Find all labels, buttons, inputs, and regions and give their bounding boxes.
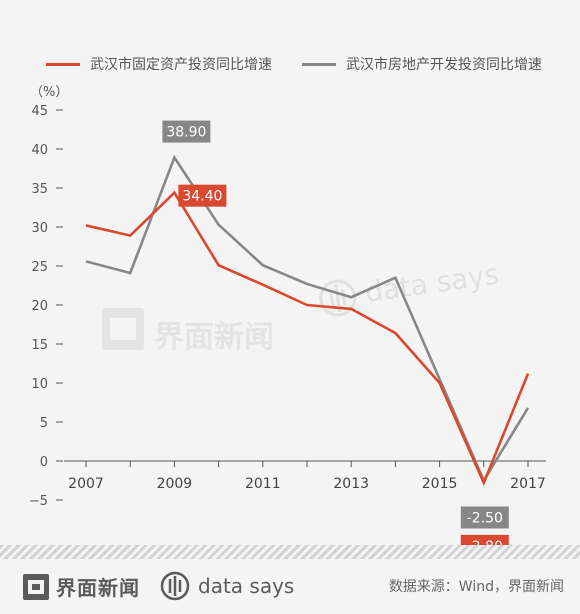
- data-label: -2.50: [460, 506, 509, 529]
- annotations: 38.90 34.40 -2.50 -2.80: [162, 120, 509, 545]
- data-label-text: -2.80: [467, 539, 503, 545]
- y-axis: −5 0 5 10 15 20 25 30 35 40 45: [29, 104, 63, 509]
- series-line-2: [85, 154, 530, 484]
- data-label-box: [178, 184, 227, 207]
- y-tick-label: 30: [31, 221, 48, 236]
- x-axis: 2007 2009 2011 2013 2015 2017: [64, 460, 546, 492]
- series-line-1: [85, 190, 530, 487]
- footer-divider: [0, 545, 580, 559]
- data-label-text: -2.50: [467, 511, 503, 527]
- data-label-box: [460, 506, 509, 529]
- series-lines: [85, 154, 530, 487]
- y-tick-label: 10: [31, 377, 48, 392]
- x-tick-label: 2007: [68, 476, 104, 492]
- jiemian-logo-icon: [23, 573, 49, 600]
- data-label-text: 38.90: [166, 125, 206, 141]
- y-tick-label: 5: [40, 416, 48, 431]
- legend-label-series1: 武汉市固定资产投资同比增速: [90, 57, 272, 73]
- data-label: 34.40: [178, 184, 227, 207]
- legend-swatch-series2: [302, 62, 336, 66]
- datasays-logo-icon: [160, 571, 190, 601]
- legend-item-series1: 武汉市固定资产投资同比增速: [46, 54, 272, 74]
- y-tick-label: 15: [31, 338, 48, 353]
- data-label: 38.90: [162, 120, 211, 143]
- y-tick-label: 0: [40, 455, 48, 470]
- chart-legend: 武汉市固定资产投资同比增速 武汉市房地产开发投资同比增速: [0, 52, 580, 76]
- y-axis-unit: （%）: [30, 85, 68, 100]
- brand-jiemian-text: 界面新闻: [56, 576, 140, 600]
- footer: 界面新闻 data says 数据来源：Wind，界面新闻: [0, 566, 580, 606]
- y-tick-label: 40: [31, 143, 48, 158]
- legend-swatch-series1: [46, 62, 80, 66]
- brand-datasays: data says: [160, 571, 294, 601]
- y-tick-label: 35: [31, 182, 48, 197]
- brand-jiemian: 界面新闻: [22, 572, 140, 601]
- x-tick-label: 2009: [157, 476, 193, 492]
- data-label-box: [162, 120, 211, 143]
- data-label: -2.80: [460, 534, 509, 545]
- line-chart: （%） −5 0 5 10 15 20 25 30 35 40 45 2007 2009 2011 201…: [29, 85, 546, 545]
- x-tick-label: 2011: [245, 476, 281, 492]
- data-label-text: 34.40: [182, 189, 222, 205]
- y-tick-label: −5: [29, 494, 48, 509]
- x-tick-label: 2017: [510, 476, 546, 492]
- x-tick-label: 2013: [333, 476, 369, 492]
- source-note: 数据来源：Wind，界面新闻: [388, 579, 564, 595]
- y-tick-label: 25: [31, 260, 48, 275]
- legend-label-series2: 武汉市房地产开发投资同比增速: [346, 57, 542, 73]
- y-tick-label: 45: [31, 104, 48, 119]
- legend-item-series2: 武汉市房地产开发投资同比增速: [302, 54, 542, 74]
- brand-datasays-text: data says: [198, 574, 295, 598]
- data-label-box: [460, 534, 509, 545]
- y-tick-label: 20: [31, 299, 48, 314]
- x-tick-label: 2015: [422, 476, 458, 492]
